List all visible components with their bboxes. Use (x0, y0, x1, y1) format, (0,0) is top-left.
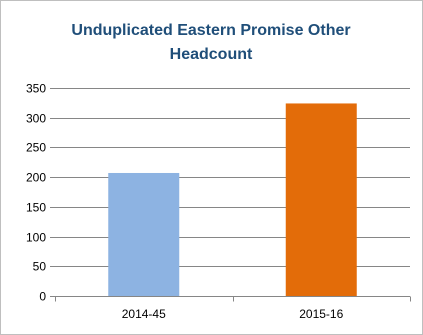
x-tick-label-2014-45: 2014-45 (122, 307, 166, 321)
y-tick-label-50: 50 (33, 260, 47, 274)
y-tick-label-300: 300 (26, 112, 46, 126)
tick-labels: 0 50 100 150 200 250 300 350 2014-45 2015-16 (26, 82, 344, 322)
bar-2015-16 (285, 103, 357, 296)
y-tick-label-150: 150 (26, 201, 46, 215)
y-tick-label-250: 250 (26, 141, 46, 155)
axes (50, 88, 411, 302)
y-tick-label-200: 200 (26, 171, 46, 185)
bar-2014-45 (108, 172, 180, 296)
chart-title: Unduplicated Eastern Promise Other Headc… (71, 22, 351, 63)
bars (108, 103, 357, 296)
y-tick-label-0: 0 (39, 290, 46, 304)
x-tick-label-2015-16: 2015-16 (299, 307, 343, 321)
y-tick-label-350: 350 (26, 82, 46, 96)
y-tick-label-100: 100 (26, 231, 46, 245)
